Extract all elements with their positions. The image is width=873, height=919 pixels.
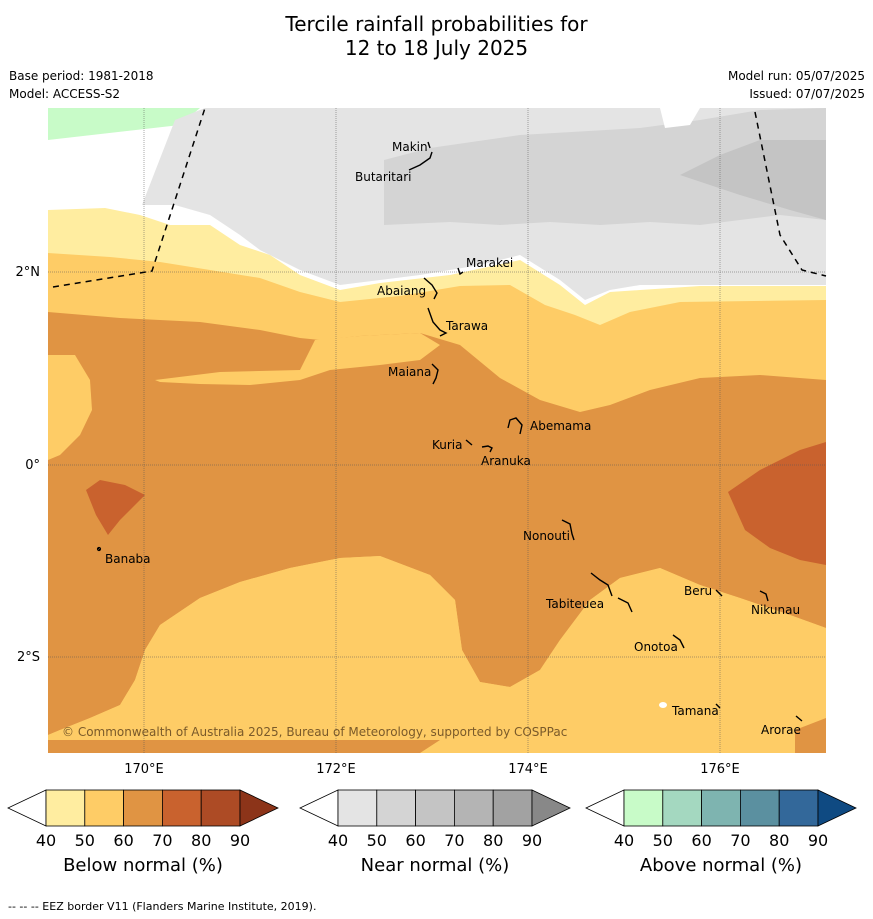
label-banaba: Banaba [105,552,151,566]
colorbar-tick: 80 [191,831,211,850]
colorbar-tick: 90 [230,831,250,850]
below-normal-70 [86,480,145,535]
label-aranuka: Aranuka [481,454,531,468]
colorbar-segment [376,789,416,827]
lon-label-172e: 172°E [316,762,356,777]
colorbar-tick: 60 [113,831,133,850]
colorbar-high-extension [239,789,279,827]
colorbar-tick: 90 [808,831,828,850]
label-nikunau: Nikunau [751,603,800,617]
lon-label-174e: 174°E [508,762,548,777]
colorbar-2: 40 50 60 70 80 90 Near normal (%) [299,789,571,876]
above-normal-patch [48,108,200,140]
colorbar-segment [492,789,533,827]
colorbar-low-extension [585,789,625,827]
label-tarawa: Tarawa [445,319,488,333]
near-normal-50 [384,108,826,225]
below-normal-50-pocket [48,355,92,460]
colorbar-segment [123,789,163,827]
colorbar-segment [662,789,702,827]
label-nonouti: Nonouti [523,529,570,543]
near-normal-60 [680,140,826,220]
label-tabiteuea: Tabiteuea [545,597,604,611]
label-abaiang: Abaiang [377,284,426,298]
colorbar-tick: 50 [653,831,673,850]
island-tamana-shape [659,702,667,708]
label-marakei: Marakei [466,256,513,270]
map-area [48,108,826,753]
colorbar-high-extension [531,789,571,827]
issued-date: Issued: 07/07/2025 [749,87,865,101]
copyright-notice: © Commonwealth of Australia 2025, Bureau… [62,725,567,739]
colorbar-tick: 70 [730,831,750,850]
below-normal-60 [48,312,826,735]
below-normal-70 [728,442,826,565]
colorbar-tick: 80 [483,831,503,850]
eez-footnote: -- -- -- EEZ border V11 (Flanders Marine… [8,900,317,913]
colorbar-tick: 40 [614,831,634,850]
label-makin: Makin [392,140,428,154]
lat-label-2n: 2°N [16,265,41,280]
below-normal-50-pocket [155,333,440,385]
colorbar-tick: 50 [367,831,387,850]
colorbar-segment [337,789,378,827]
lat-label-2s: 2°S [17,650,40,665]
colorbar-segment [415,789,455,827]
colorbar-tick: 70 [444,831,464,850]
base-period: Base period: 1981-2018 [9,69,154,83]
colorbar-high-extension [817,789,857,827]
colorbar-segment [778,789,819,827]
colorbar-tick: 50 [75,831,95,850]
colorbar-segment [161,789,202,827]
lon-label-176e: 176°E [700,762,740,777]
colorbar-title: Near normal (%) [361,855,510,876]
colorbar-tick: 70 [152,831,172,850]
colorbar-title: Below normal (%) [63,855,223,876]
colorbar-segment [701,789,741,827]
label-onotoa: Onotoa [634,640,678,654]
label-maiana: Maiana [388,365,431,379]
colorbar-segment [623,789,664,827]
label-abemama: Abemama [530,419,591,433]
colorbar-low-extension [7,789,47,827]
label-kuria: Kuria [432,438,463,452]
colorbar-segment [84,789,125,827]
colorbar-title: Above normal (%) [640,855,802,876]
island-outlines [97,141,803,722]
eez-border [52,107,827,288]
label-tamana: Tamana [671,704,719,718]
colorbar-tick: 60 [691,831,711,850]
colorbar-tick: 90 [522,831,542,850]
island-labels: Makin Butaritari Marakei Abaiang Tarawa … [105,140,801,737]
colorbar-tick: 40 [328,831,348,850]
title-line-1: Tercile rainfall probabilities for [285,12,588,36]
below-normal-50-south [48,556,826,753]
colorbar-segment [453,789,494,827]
graticule [48,108,826,753]
colorbar-tick: 80 [769,831,789,850]
colorbar-tick: 60 [405,831,425,850]
colorbar-segment [200,789,241,827]
colorbar-1: 40 50 60 70 80 90 Below normal (%) [7,789,279,876]
label-arorae: Arorae [761,723,801,737]
label-butaritari: Butaritari [355,170,412,184]
colorbars: 40 50 60 70 80 90 Below normal (%) 40 50 60 70 80 90… [7,789,857,876]
model-run: Model run: 05/07/2025 [727,69,865,83]
island-banaba-shape [96,546,102,552]
axis-labels: 2°N 0° 2°S 170°E 172°E 174°E 176°E [16,265,740,777]
lon-label-170e: 170°E [124,762,164,777]
colorbar-segment [45,789,86,827]
colorbar-3: 40 50 60 70 80 90 Above normal (%) [585,789,857,876]
lat-label-0: 0° [25,458,40,473]
colorbar-segment [740,789,780,827]
colorbar-tick: 40 [36,831,56,850]
title-line-2: 12 to 18 July 2025 [344,36,529,60]
colorbar-low-extension [299,789,339,827]
model-name: Model: ACCESS-S2 [9,87,121,101]
map-title: Tercile rainfall probabilities for 12 to… [0,12,873,60]
label-beru: Beru [684,584,712,598]
